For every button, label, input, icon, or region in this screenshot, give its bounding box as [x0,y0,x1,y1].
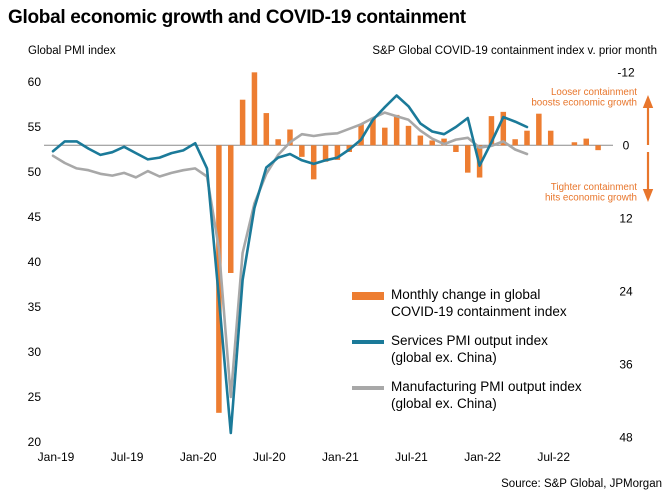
legend-label: Manufacturing PMI output index (global e… [391,379,582,411]
line-swatch-icon [352,340,384,344]
x-axis-tick-label: Jul-21 [395,450,428,464]
containment-bar [358,124,364,146]
containment-bar [583,138,589,146]
x-axis-tick-label: Jan-21 [322,450,359,464]
right-axis-tick-label: 24 [619,284,633,298]
containment-bar [334,145,341,160]
looser-containment-note: Looser containment boosts economic growth [531,87,637,109]
x-axis-tick-label: Jan-19 [38,450,75,464]
left-axis-tick-label: 25 [28,390,42,404]
x-axis-tick-label: Jul-22 [537,450,570,464]
left-axis-ticks: 60 55 50 45 40 35 30 25 20 [28,75,42,449]
containment-bar [429,140,435,146]
containment-annotations: Looser containment boosts economic growth… [531,87,654,204]
left-axis-tick-label: 40 [28,255,42,269]
left-axis-tick-label: 50 [28,165,42,179]
containment-bar [441,138,447,146]
right-axis-tick-label: -12 [617,66,635,80]
left-axis-tick-label: 30 [28,345,42,359]
containment-bar [228,145,234,273]
containment-bar [571,142,578,146]
containment-bar [382,127,388,146]
containment-bar [287,129,293,146]
right-axis-tick-label: 12 [619,211,633,225]
containment-bar [536,113,542,146]
x-axis-tick-label: Jul-20 [253,450,286,464]
containment-bar [263,113,270,146]
tighter-containment-note: Tighter containment hits economic growth [545,182,637,204]
containment-bar [405,125,412,146]
x-axis-tick-label: Jan-20 [180,450,217,464]
right-axis-tick-label: 0 [623,139,630,153]
containment-bar [547,130,554,146]
containment-bar [524,130,530,146]
line-swatch-icon [352,386,384,390]
legend-item-manufacturing-line: Manufacturing PMI output index (global e… [352,379,592,412]
up-arrow-head-icon [642,95,654,108]
legend: Monthly change in global COVID-19 contai… [352,287,592,412]
containment-bar [465,145,471,173]
legend-label: Services PMI output index (global ex. Ch… [391,333,548,365]
x-axis-tick-label: Jul-19 [111,450,144,464]
left-axis-tick-label: 55 [28,120,42,134]
containment-bar [488,116,495,146]
containment-bar [500,111,507,146]
left-axis-tick-label: 20 [28,435,42,449]
right-axis-title: S&P Global COVID-19 containment index v.… [372,45,657,57]
services-line [51,94,529,435]
bar-swatch-icon [352,292,384,300]
containment-bar [322,145,329,162]
down-arrow-head-icon [642,189,654,202]
manufacturing-line [51,111,529,399]
right-axis-tick-label: 36 [619,357,633,371]
containment-bar [512,139,518,146]
containment-bar [417,135,424,146]
containment-bar [453,145,459,152]
left-axis-title: Global PMI index [28,45,116,57]
left-axis-tick-label: 60 [28,75,42,89]
legend-label: Monthly change in global COVID-19 contai… [391,287,567,319]
left-axis-tick-label: 45 [28,210,42,224]
containment-bar [595,145,601,151]
x-axis-ticks: Jan-19 Jul-19 Jan-20 Jul-20 Jan-21 Jul-21 Jan-… [38,450,571,464]
right-axis-ticks: -12 0 12 24 36 48 [617,66,635,445]
containment-bar [216,145,222,413]
containment-bar [239,99,246,146]
left-axis-tick-label: 35 [28,300,42,314]
containment-bar [251,72,258,146]
legend-item-containment-bars: Monthly change in global COVID-19 contai… [352,287,592,320]
right-axis-tick-label: 48 [619,430,633,444]
x-axis-tick-label: Jan-22 [464,450,501,464]
chart-title: Global economic growth and COVID-19 cont… [8,7,466,28]
containment-bar [393,114,400,146]
containment-bar [275,139,281,146]
containment-bar [310,145,317,180]
source-note: Source: S&P Global, JPMorgan [501,478,662,490]
containment-bar [370,117,376,146]
containment-bar [299,145,305,157]
legend-item-services-line: Services PMI output index (global ex. Ch… [352,333,592,366]
